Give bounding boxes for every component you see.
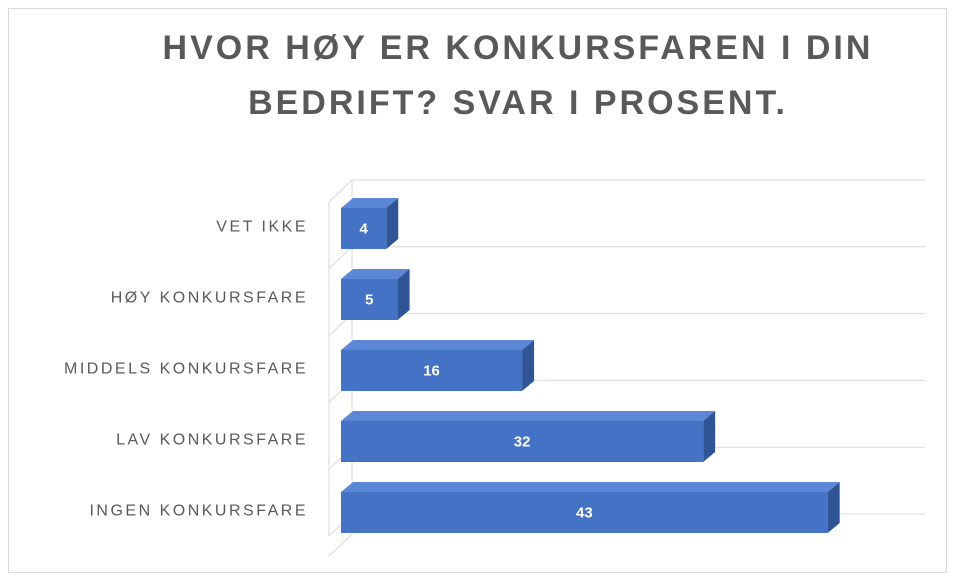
bar: [341, 482, 840, 533]
bar-side: [386, 198, 399, 249]
y-tick-label: INGEN KONKURSFARE: [89, 503, 308, 520]
bar-side: [397, 269, 410, 320]
bar-side: [703, 411, 716, 462]
chart-border: [8, 8, 947, 573]
chart-title: BEDRIFT? SVAR I PROSENT.: [248, 84, 788, 122]
y-tick-label: VET IKKE: [216, 219, 308, 236]
value-label: 32: [514, 433, 531, 450]
bar-top: [341, 198, 399, 208]
floor-edge: [328, 533, 353, 557]
bar: [341, 340, 535, 391]
bar: [341, 198, 399, 249]
bar-top: [341, 269, 410, 279]
y-tick-label: HØY KONKURSFARE: [111, 290, 308, 307]
chart-title: HVOR HØY ER KONKURSFAREN I DIN: [163, 29, 874, 67]
bar-side: [827, 482, 840, 533]
bar-front: [341, 492, 828, 533]
bar-front: [341, 421, 704, 462]
bar-top: [341, 340, 535, 350]
bar: [341, 411, 716, 462]
value-label: 16: [423, 362, 440, 379]
bar-side: [522, 340, 535, 391]
bar-top: [341, 482, 840, 492]
bar-front: [341, 350, 523, 391]
bar: [341, 269, 410, 320]
bar-top: [341, 411, 716, 421]
y-tick-label: LAV KONKURSFARE: [116, 432, 308, 449]
y-tick-label: MIDDELS KONKURSFARE: [64, 361, 308, 378]
value-label: 4: [359, 220, 368, 237]
bar-front: [341, 208, 387, 249]
bar-front: [341, 279, 398, 320]
grid-line: [328, 246, 353, 270]
grid-line: [328, 179, 353, 203]
value-label: 5: [365, 291, 373, 308]
value-label: 43: [576, 504, 593, 521]
